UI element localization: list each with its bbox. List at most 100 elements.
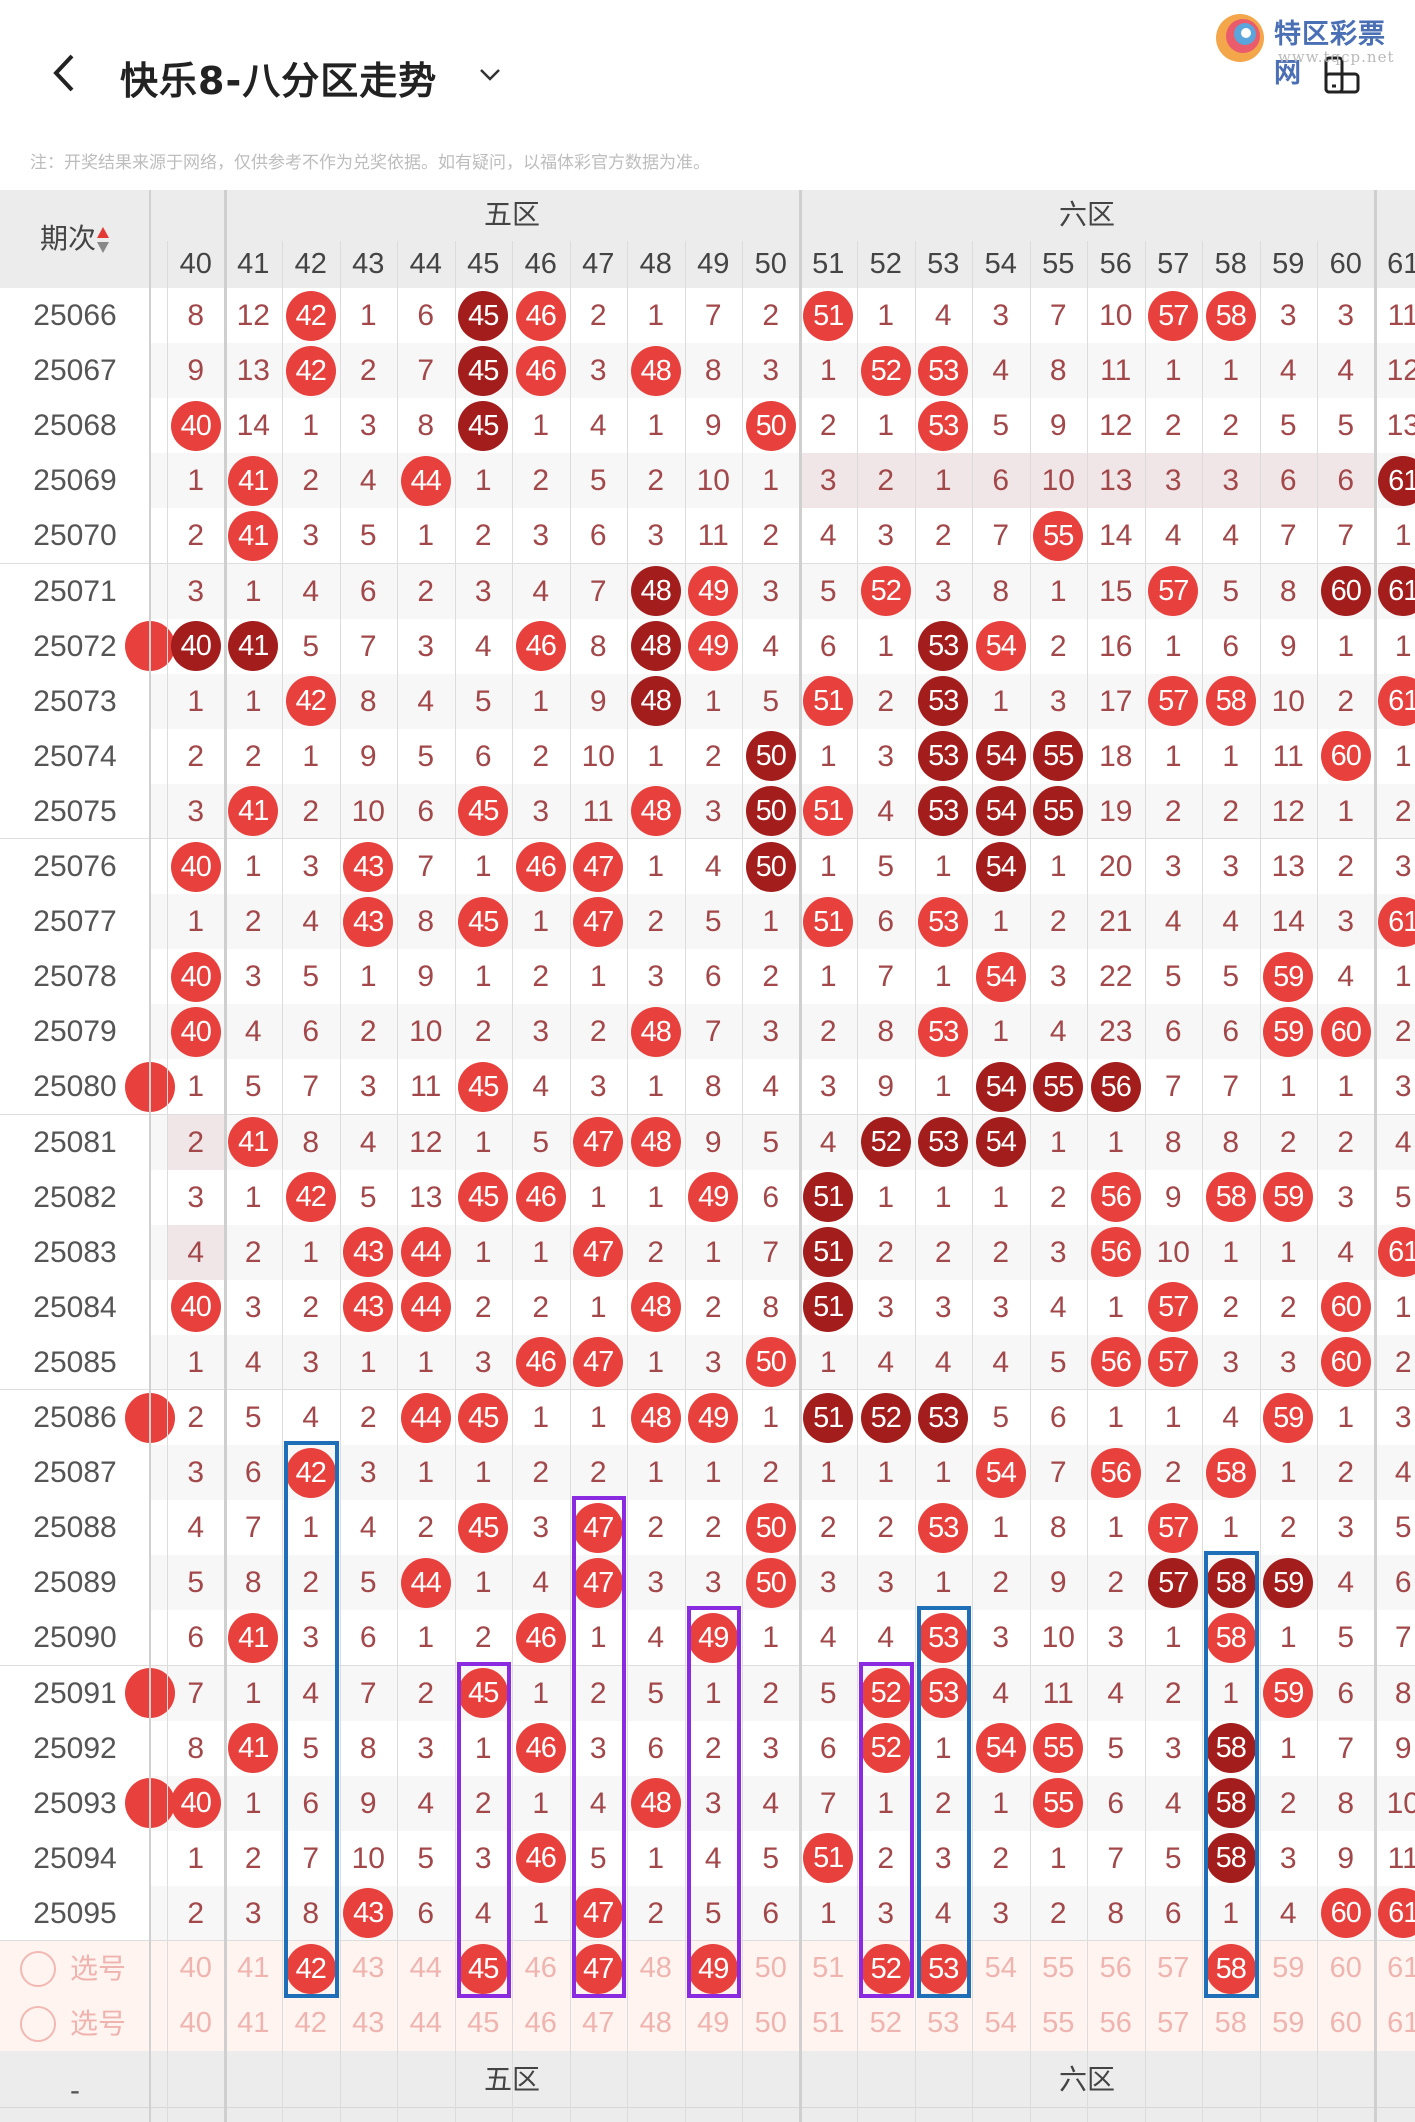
miss-count: 5 <box>704 905 722 939</box>
select-number[interactable]: 44 <box>409 1952 442 1984</box>
select-radio[interactable] <box>20 1950 56 1987</box>
miss-count: 3 <box>359 409 377 443</box>
select-number[interactable]: 50 <box>754 2007 787 2039</box>
miss-count: 6 <box>359 574 377 608</box>
miss-count: 1 <box>532 684 550 718</box>
select-number[interactable]: 51 <box>812 1952 845 1984</box>
table-row <box>0 1059 1415 1115</box>
select-number[interactable]: 57 <box>1157 1952 1190 1984</box>
hit-ball: 59 <box>1263 1668 1314 1719</box>
select-number[interactable]: 60 <box>1329 1952 1362 1984</box>
table-row <box>0 1885 1415 1941</box>
hit-ball: 56 <box>1090 1061 1141 1112</box>
selected-number-ball[interactable]: 52 <box>860 1943 911 1994</box>
selected-number-ball[interactable]: 53 <box>918 1943 969 1994</box>
miss-count: 8 <box>302 1896 320 1930</box>
select-number[interactable]: 51 <box>812 2007 845 2039</box>
select-number[interactable]: 61 <box>1387 1952 1415 1984</box>
miss-count: 7 <box>877 960 895 994</box>
select-number[interactable]: 54 <box>984 2007 1017 2039</box>
miss-count: 3 <box>1337 1511 1355 1545</box>
table-row <box>0 1775 1415 1831</box>
select-number[interactable]: 54 <box>984 1952 1017 1984</box>
select-number[interactable]: 56 <box>1099 2007 1132 2039</box>
title-dropdown-button[interactable] <box>476 60 504 88</box>
miss-count: 1 <box>647 299 665 332</box>
miss-count: 5 <box>474 684 492 718</box>
select-number[interactable]: 53 <box>927 2007 960 2039</box>
miss-count: 2 <box>1279 1786 1297 1820</box>
hit-ball: 50 <box>745 1337 796 1388</box>
selected-number-ball[interactable]: 47 <box>573 1943 624 1994</box>
select-number[interactable]: 58 <box>1214 2007 1247 2039</box>
select-number[interactable]: 59 <box>1272 2007 1305 2039</box>
select-number[interactable]: 40 <box>179 1952 212 1984</box>
hit-ball: 46 <box>515 1337 566 1388</box>
miss-count: 13 <box>409 1180 443 1214</box>
period-label: 25079 <box>0 1004 150 1060</box>
select-number[interactable]: 61 <box>1387 2007 1415 2039</box>
select-radio[interactable] <box>20 2005 56 2042</box>
hit-ball: 43 <box>343 1888 394 1939</box>
hit-ball: 41 <box>228 1117 279 1168</box>
select-number[interactable]: 40 <box>179 2007 212 2039</box>
miss-count: 2 <box>1394 1345 1412 1379</box>
table-row <box>0 1445 1415 1501</box>
select-number[interactable]: 43 <box>352 1952 385 1984</box>
back-button[interactable] <box>44 48 84 98</box>
miss-count: 1 <box>589 1290 607 1324</box>
select-number[interactable]: 52 <box>869 2007 902 2039</box>
select-number[interactable]: 49 <box>697 2007 730 2039</box>
selected-number-ball[interactable]: 45 <box>458 1943 509 1994</box>
select-number[interactable]: 46 <box>524 1952 557 1984</box>
table-row <box>0 894 1415 950</box>
select-number[interactable]: 59 <box>1272 1952 1305 1984</box>
device-rotate-button[interactable] <box>1322 56 1362 96</box>
select-number[interactable]: 44 <box>409 2007 442 2039</box>
miss-count: 2 <box>704 739 722 773</box>
select-number[interactable]: 46 <box>524 2007 557 2039</box>
miss-count: 1 <box>992 905 1010 939</box>
select-number[interactable]: 56 <box>1099 1952 1132 1984</box>
table-row <box>0 1224 1415 1280</box>
miss-count: 3 <box>474 1345 492 1379</box>
miss-count: 3 <box>762 1731 780 1765</box>
hit-ball: 54 <box>975 786 1026 837</box>
hit-ball: 46 <box>515 1612 566 1663</box>
miss-count: 5 <box>417 739 435 773</box>
hit-ball: 45 <box>458 1392 509 1443</box>
select-number[interactable]: 42 <box>294 2007 327 2039</box>
miss-count: 10 <box>696 464 730 498</box>
miss-count: 4 <box>992 1345 1010 1379</box>
select-number[interactable]: 41 <box>237 1952 270 1984</box>
select-number[interactable]: 41 <box>237 2007 270 2039</box>
period-label: 25074 <box>0 728 150 784</box>
select-number[interactable]: 48 <box>639 1952 672 1984</box>
table-row <box>0 1004 1415 1060</box>
miss-count: 1 <box>532 1786 550 1820</box>
miss-count: 1 <box>762 905 780 939</box>
miss-count: 1 <box>934 1070 952 1104</box>
select-number[interactable]: 60 <box>1329 2007 1362 2039</box>
hit-ball: 54 <box>975 951 1026 1002</box>
select-number[interactable]: 48 <box>639 2007 672 2039</box>
select-number[interactable]: 50 <box>754 1952 787 1984</box>
miss-count: 4 <box>762 1070 780 1104</box>
period-label: 25087 <box>0 1445 150 1501</box>
selected-number-ball[interactable]: 58 <box>1205 1943 1256 1994</box>
miss-count: 6 <box>1337 1676 1355 1710</box>
select-number[interactable]: 55 <box>1042 2007 1075 2039</box>
selected-number-ball[interactable]: 49 <box>688 1943 739 1994</box>
hit-ball: 47 <box>573 1337 624 1388</box>
column-header: 46 <box>524 248 557 280</box>
select-number[interactable]: 43 <box>352 2007 385 2039</box>
select-number[interactable]: 45 <box>467 2007 500 2039</box>
select-number[interactable]: 57 <box>1157 2007 1190 2039</box>
select-number[interactable]: 47 <box>582 2007 615 2039</box>
miss-count: 2 <box>647 905 665 939</box>
select-number[interactable]: 55 <box>1042 1952 1075 1984</box>
period-header-button[interactable]: 期次 <box>0 190 150 288</box>
miss-count: 1 <box>532 1896 550 1930</box>
miss-count: 4 <box>187 1235 205 1269</box>
selected-number-ball[interactable]: 42 <box>285 1943 336 1994</box>
